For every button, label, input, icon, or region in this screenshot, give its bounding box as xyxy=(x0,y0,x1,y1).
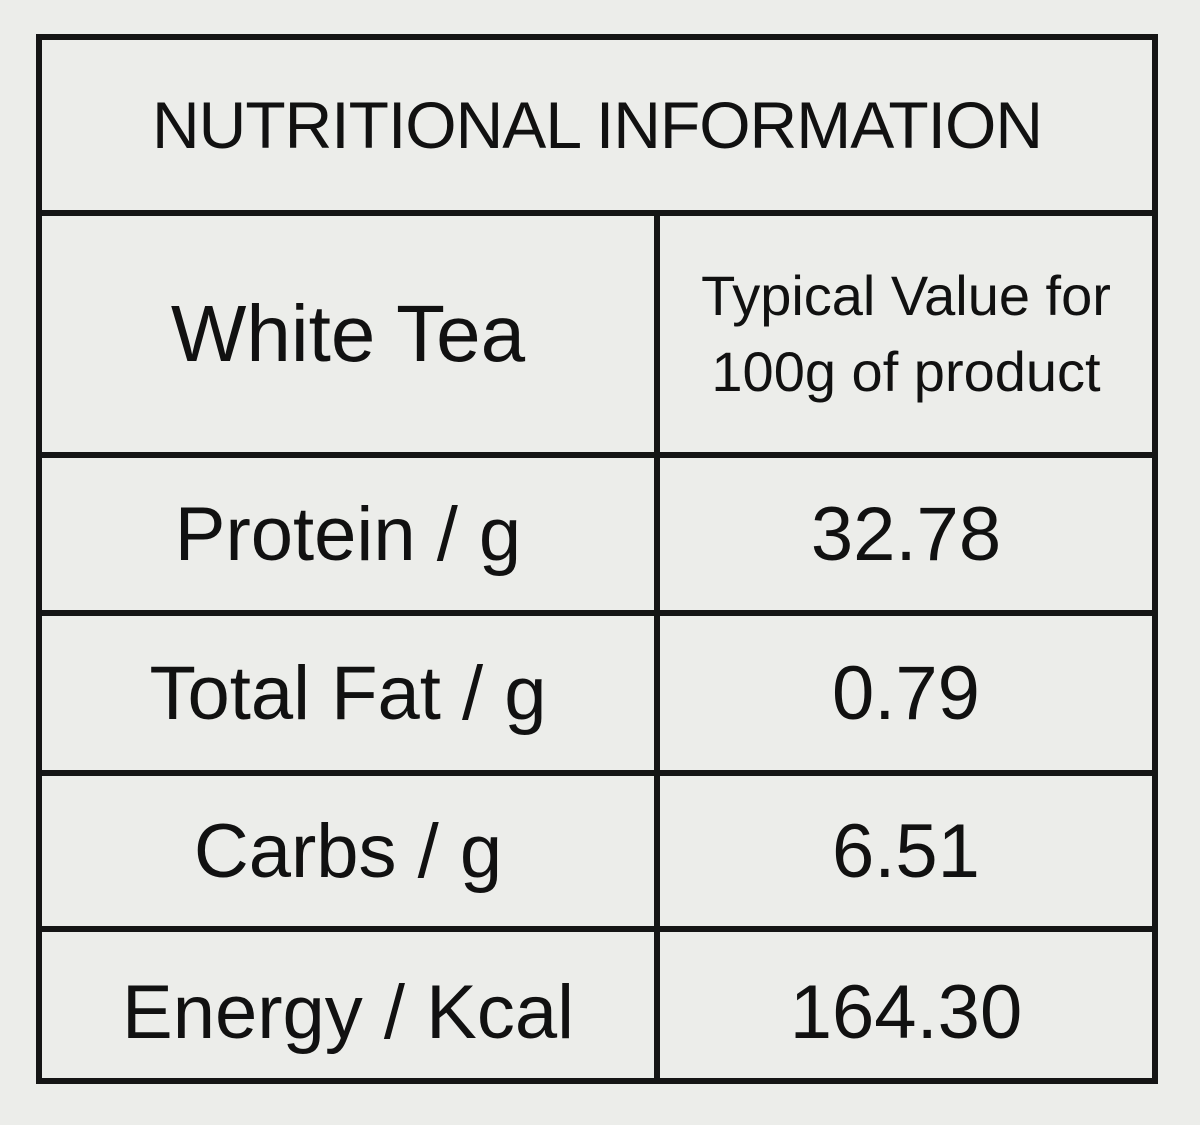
row-value: 6.51 xyxy=(832,808,980,894)
row-divider xyxy=(42,926,1152,932)
row-label: Energy / Kcal xyxy=(122,969,574,1055)
row-value: 0.79 xyxy=(832,650,980,736)
nutrition-table: NUTRITIONAL INFORMATION White Tea Typica… xyxy=(36,34,1158,1084)
row-label: Total Fat / g xyxy=(149,650,547,736)
header-value-line: 100g of product xyxy=(711,340,1101,403)
row-value: 32.78 xyxy=(810,491,1002,577)
header-product: White Tea xyxy=(170,289,526,378)
row-label: Protein / g xyxy=(174,491,522,577)
row-divider xyxy=(42,770,1152,776)
header-value: Typical Value for 100g of product xyxy=(660,216,1152,452)
row-label: Carbs / g xyxy=(193,808,503,894)
row-value: 164.30 xyxy=(789,969,1023,1055)
table-title: NUTRITIONAL INFORMATION xyxy=(42,40,1152,216)
row-divider xyxy=(42,610,1152,616)
column-divider xyxy=(654,216,660,1084)
header-value-line: Typical Value for xyxy=(701,264,1111,327)
row-divider xyxy=(42,452,1152,458)
